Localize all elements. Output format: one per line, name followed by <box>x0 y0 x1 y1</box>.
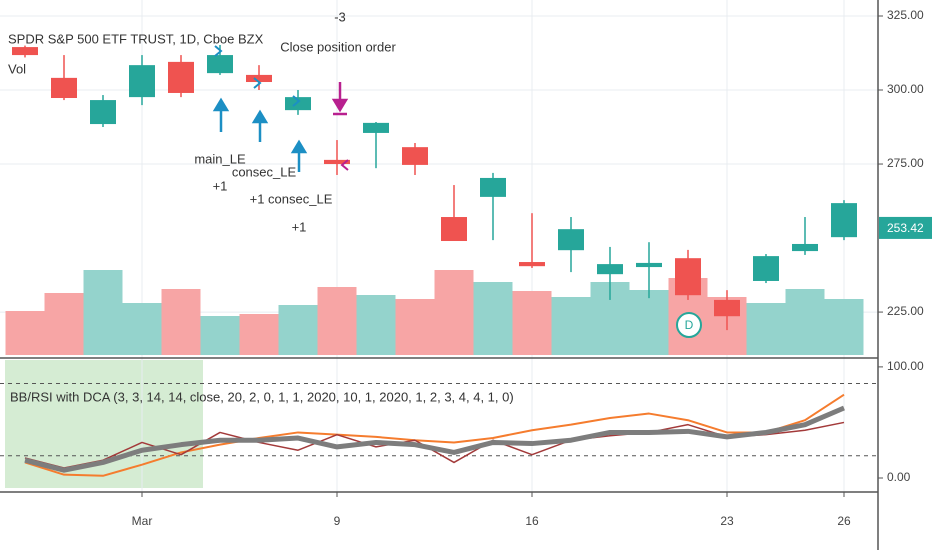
annotation: consec_LE <box>232 164 297 179</box>
volume-bar <box>824 299 864 355</box>
volume-bar <box>278 305 318 355</box>
indicator-title: BB/RSI with DCA (3, 3, 14, 14, close, 20… <box>10 389 514 404</box>
candle-body <box>714 299 740 317</box>
x-tick-label: 23 <box>720 514 734 528</box>
candle-body <box>753 256 779 281</box>
candle-body <box>51 77 77 99</box>
annotation: +1 consec_LE <box>250 191 333 206</box>
volume-bar <box>239 314 279 355</box>
volume-bar <box>83 270 123 355</box>
volume-label: Vol <box>8 61 26 76</box>
volume-bar <box>551 297 591 355</box>
y-tick-label: 0.00 <box>887 470 911 484</box>
x-tick-label: Mar <box>132 514 153 528</box>
indicator-line <box>24 393 845 477</box>
volume-bar <box>395 299 435 355</box>
shaded-region <box>5 360 203 488</box>
exit-arrow <box>331 82 349 116</box>
y-tick-label: 225.00 <box>887 304 924 318</box>
candle-body <box>168 61 194 93</box>
y-tick-label: 100.00 <box>887 359 924 373</box>
candle-body <box>441 217 467 242</box>
last-price-box <box>879 216 932 239</box>
volume-bar <box>44 293 84 355</box>
candle-body <box>636 262 662 268</box>
candle-body <box>207 55 233 74</box>
exit-flag <box>340 159 349 171</box>
annotation: +1 <box>292 219 307 234</box>
volume-bar <box>122 303 162 355</box>
volume-bar <box>473 282 513 355</box>
candle-body <box>480 177 506 197</box>
annotation: main_LE <box>194 151 246 166</box>
volume-bar <box>434 270 474 355</box>
y-tick-label: 325.00 <box>887 8 924 22</box>
candle-body <box>90 100 116 125</box>
volume-bar <box>200 316 240 355</box>
volume-bar <box>356 295 396 355</box>
candle-body <box>402 147 428 165</box>
volume-bar <box>161 289 201 355</box>
volume-bar <box>785 289 825 355</box>
annotation: Close position order <box>280 39 396 54</box>
entry-arrows <box>212 97 308 172</box>
x-tick-label: 26 <box>837 514 851 528</box>
candle-body <box>831 203 857 238</box>
y-tick-label: 275.00 <box>887 156 924 170</box>
candle-body <box>12 47 38 56</box>
candle-body <box>285 97 311 111</box>
indicator-line <box>24 405 845 473</box>
annotation: -3 <box>334 9 346 24</box>
x-tick-label: 9 <box>334 514 341 528</box>
candle-body <box>597 264 623 275</box>
candle-body <box>246 74 272 83</box>
candle-body <box>324 159 350 165</box>
candle-body <box>129 65 155 98</box>
volume-bar <box>5 311 45 355</box>
candle-body <box>363 122 389 133</box>
x-tick-label: 16 <box>525 514 539 528</box>
volume-bar <box>629 290 669 355</box>
annotation: +1 <box>213 178 228 193</box>
order-flags <box>214 45 301 107</box>
last-price-label: 253.42 <box>887 221 924 235</box>
chart-title: SPDR S&P 500 ETF TRUST, 1D, Cboe BZX <box>8 31 264 46</box>
candle-body <box>519 262 545 267</box>
y-tick-label: 300.00 <box>887 82 924 96</box>
candle-body <box>558 229 584 251</box>
candle-body <box>792 243 818 252</box>
candle-body <box>675 258 701 296</box>
volume-bar <box>512 291 552 355</box>
volume-bar <box>317 287 357 355</box>
volume-bar <box>746 303 786 355</box>
dividend-label[interactable]: D <box>685 318 694 332</box>
dividend-marker[interactable] <box>676 312 702 338</box>
